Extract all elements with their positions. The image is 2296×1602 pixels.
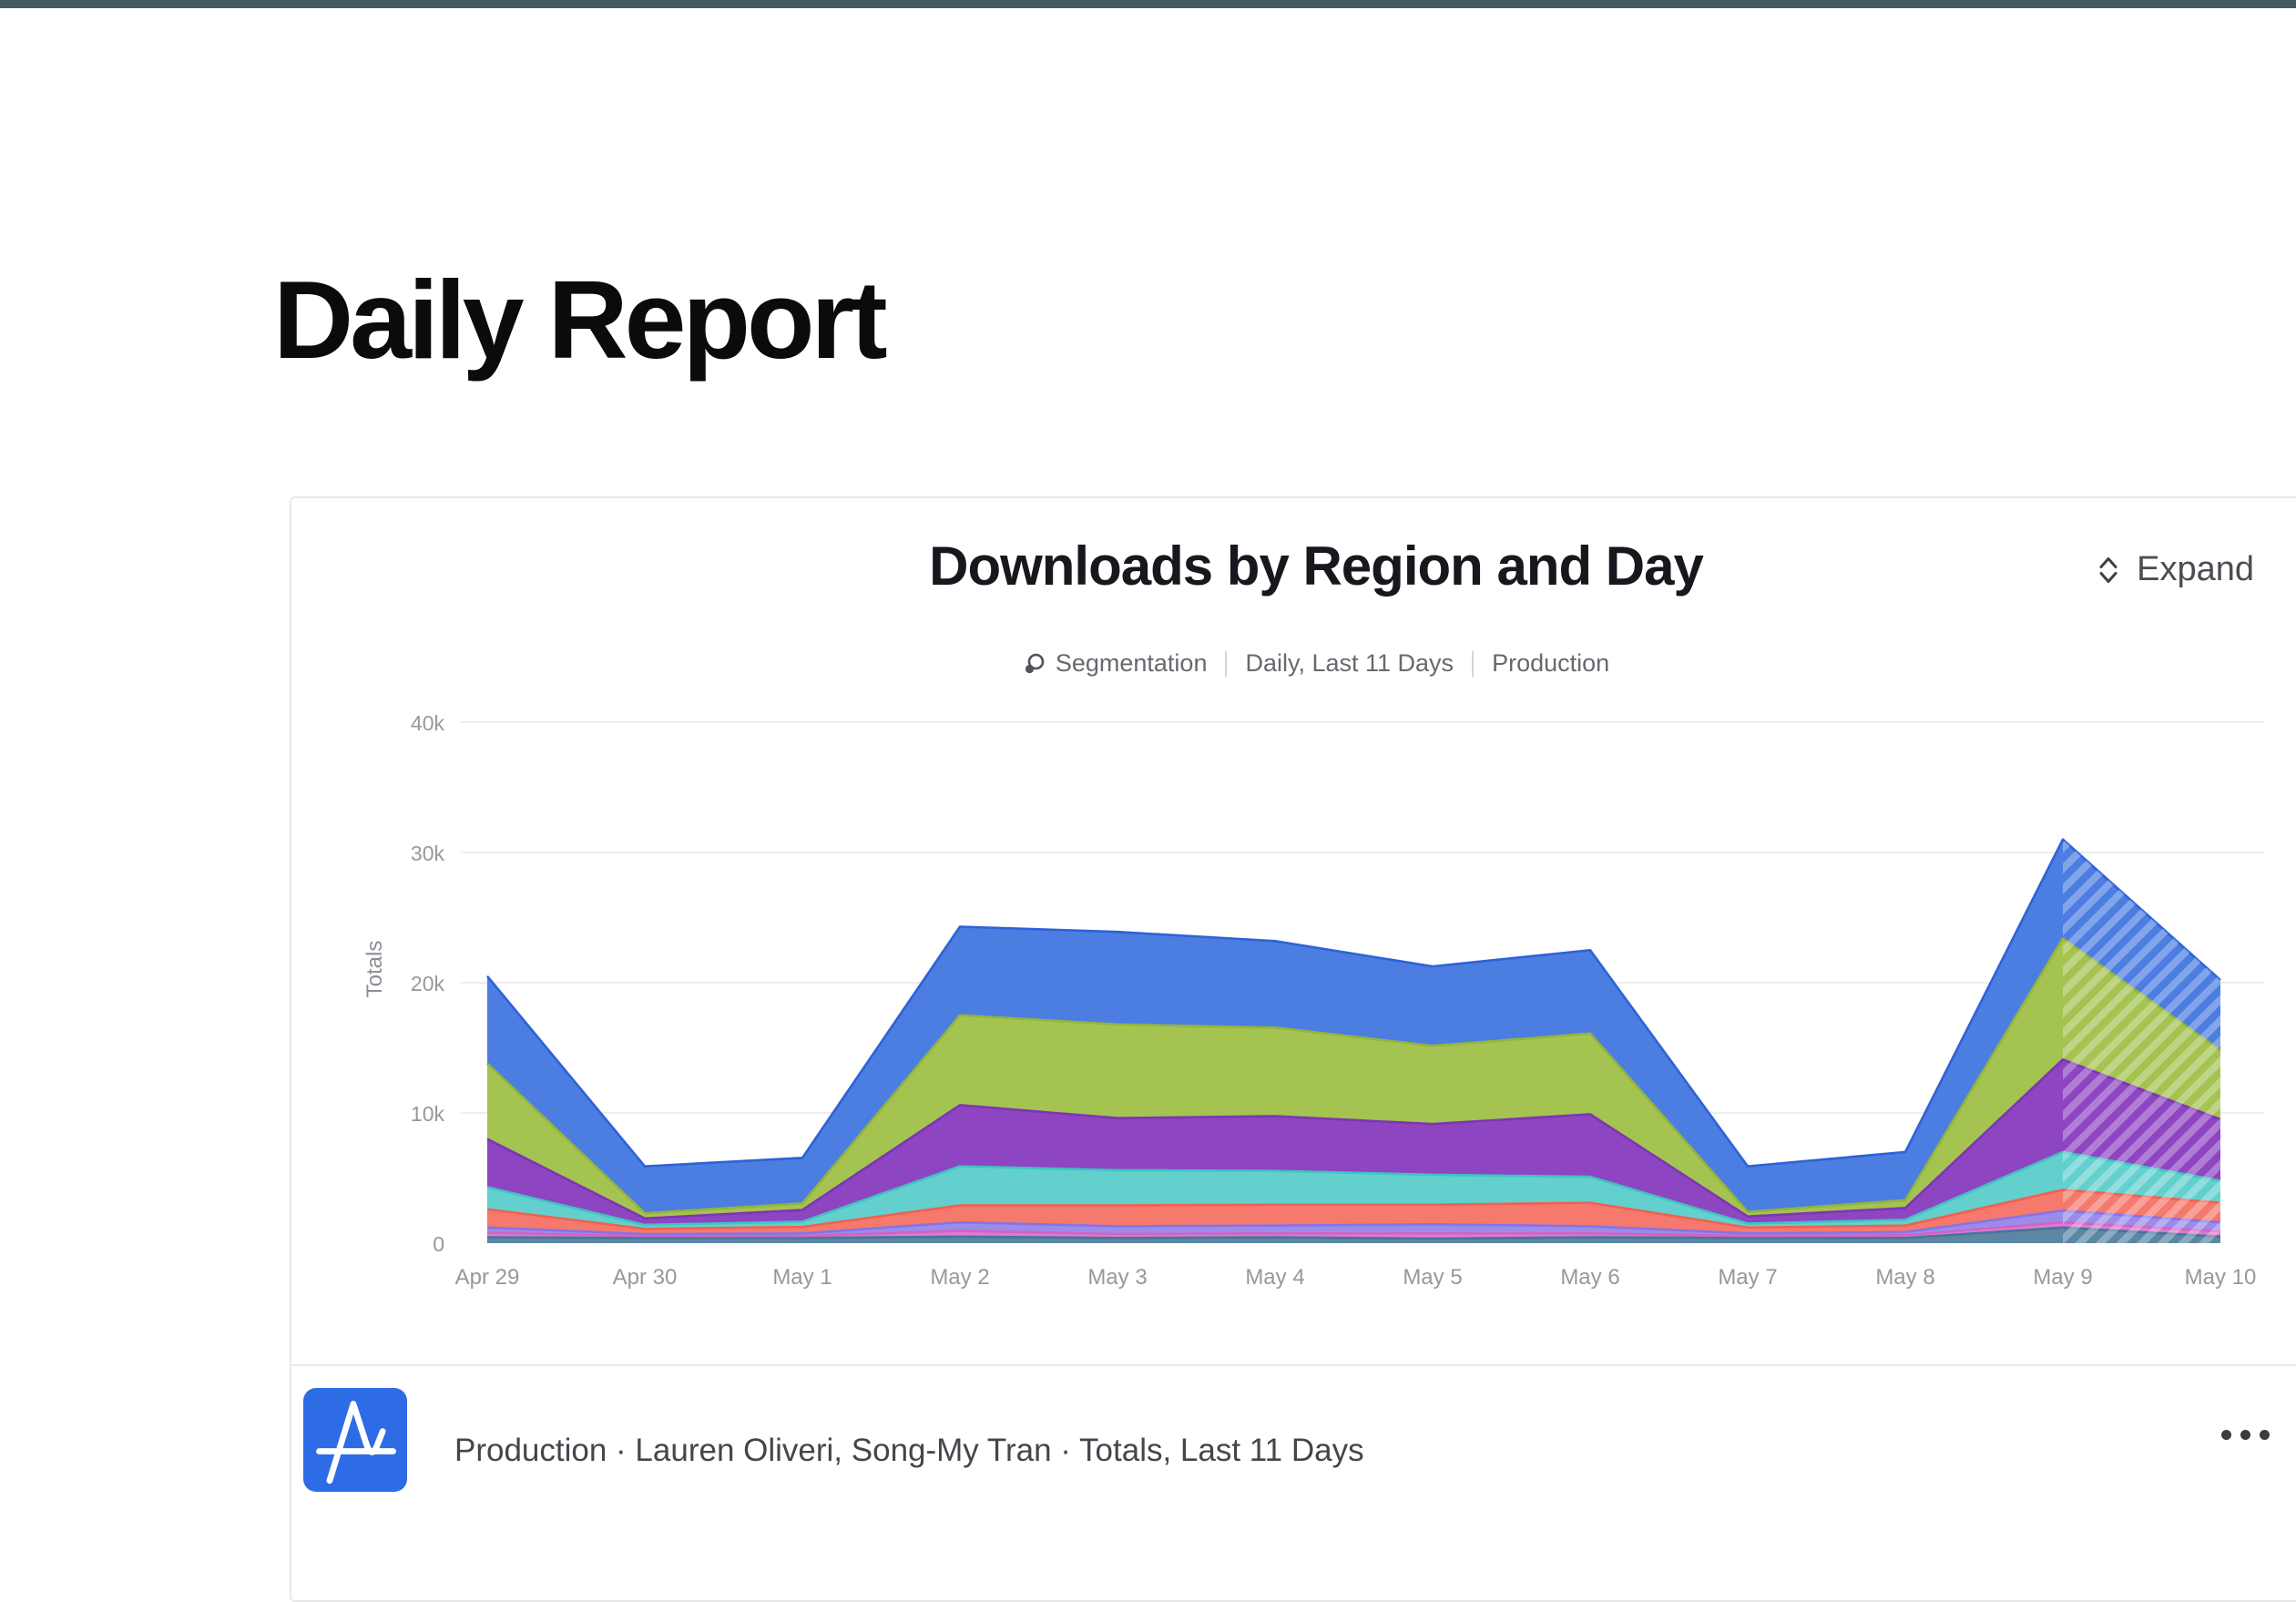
environment-label: Production [1492, 649, 1610, 677]
x-tick-label: May 9 [2033, 1265, 2092, 1290]
area-series-purple[interactable] [487, 1059, 2220, 1225]
y-tick-label: 0 [433, 1232, 444, 1256]
segmentation-icon [1023, 652, 1046, 676]
more-options-button[interactable] [2221, 1423, 2270, 1445]
line-series-pink [486, 1220, 2221, 1238]
x-tick-label: May 8 [1875, 1265, 1934, 1290]
line-series-salmon [486, 1189, 2221, 1230]
page-title: Daily Report [273, 258, 888, 382]
y-tick-label: 40k [411, 711, 445, 735]
chart-type-label: Segmentation [1055, 649, 1208, 677]
chart-title: Downloads by Region and Day [929, 536, 1704, 597]
line-series-blue [485, 838, 2221, 1168]
card-footer-divider [291, 1364, 2296, 1366]
incomplete-data-hatch [2063, 839, 2220, 1243]
area-series-blue[interactable] [487, 839, 2220, 1214]
x-tick-label: May 1 [772, 1265, 832, 1290]
line-series-lavender [486, 1209, 2221, 1236]
unfold-vertical-icon [2093, 555, 2124, 586]
area-series-salmon[interactable] [487, 1189, 2220, 1234]
y-axis-tick-labels: 0 10k 20k 30k 40k [411, 711, 445, 1256]
line-series-slate [486, 1226, 2221, 1240]
expand-button[interactable]: Expand [2093, 550, 2254, 589]
interval-label: Daily, Last 11 Days [1245, 649, 1454, 677]
line-series-green [486, 937, 2221, 1215]
chart-type-meta: Segmentation [1023, 649, 1208, 678]
ellipsis-dot [2260, 1429, 2270, 1440]
area-series-lavender[interactable] [487, 1210, 2220, 1237]
y-tick-label: 10k [411, 1102, 445, 1126]
line-series-teal [486, 1150, 2221, 1227]
area-series-slate[interactable] [487, 1227, 2220, 1243]
x-tick-label: May 7 [1718, 1265, 1777, 1290]
line-series-purple [486, 1058, 2221, 1220]
area-series-green[interactable] [487, 938, 2220, 1219]
x-axis-tick-labels: Apr 29 Apr 30 May 1 May 2 May 3 May 4 May 5 May… [455, 1265, 2257, 1290]
y-tick-label: 30k [411, 842, 445, 865]
top-accent-bar [0, 0, 2296, 8]
ellipsis-dot [2221, 1429, 2231, 1440]
chart-subtitle: Segmentation Daily, Last 11 Days Product… [291, 649, 2296, 678]
source-description[interactable]: Production · Lauren Oliveri, Song-My Tra… [454, 1433, 1364, 1468]
meta-separator [1225, 650, 1228, 677]
interval-meta: Daily, Last 11 Days [1245, 649, 1454, 678]
expand-button-label: Expand [2137, 550, 2254, 588]
x-tick-label: May 10 [2185, 1265, 2257, 1290]
x-tick-label: May 6 [1560, 1265, 1619, 1290]
x-tick-label: May 2 [930, 1265, 989, 1290]
x-tick-label: May 5 [1403, 1265, 1462, 1290]
environment-meta: Production [1492, 649, 1609, 678]
x-tick-label: Apr 30 [613, 1265, 678, 1290]
chart-series-lines [485, 838, 2221, 1240]
x-tick-label: May 3 [1087, 1265, 1147, 1290]
ellipsis-dot [2240, 1429, 2250, 1440]
x-tick-label: May 4 [1245, 1265, 1304, 1290]
area-series-pink[interactable] [487, 1222, 2220, 1239]
y-tick-label: 20k [411, 972, 445, 995]
meta-separator [1472, 650, 1475, 677]
stacked-area-chart[interactable]: 0 10k 20k 30k 40k Apr 29 Apr 30 May 1 May 2 May 3… [0, 0, 2296, 1473]
x-tick-label: Apr 29 [455, 1265, 520, 1290]
amplitude-a-wave-icon [316, 1401, 396, 1485]
